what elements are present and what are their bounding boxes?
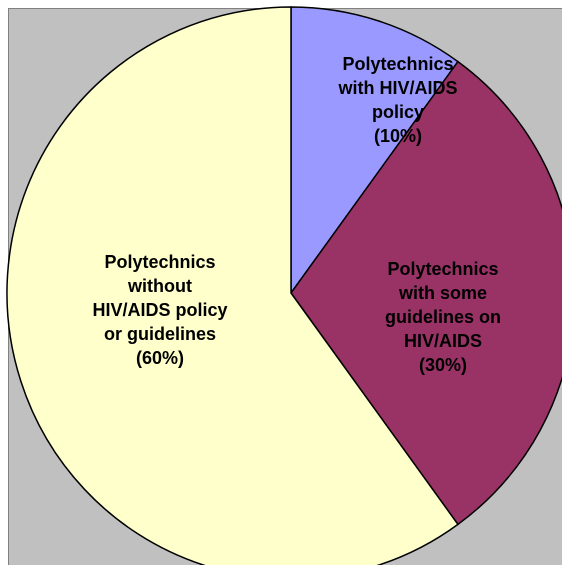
- category-name: Polytechnics with HIV/AIDS policy: [338, 54, 458, 122]
- category-name: Polytechnics with some guidelines on HIV…: [384, 259, 501, 351]
- slice-label: Polytechnics without HIV/AIDS policy or …: [90, 250, 230, 370]
- value-label: (30%): [418, 355, 467, 375]
- pie-slice: [6, 6, 459, 565]
- value-label: (60%): [135, 348, 184, 368]
- pie-slice: [290, 6, 459, 296]
- label-text: Polytechnics with HIV/AIDS policy (10%): [328, 52, 468, 148]
- slice-label: Polytechnics with HIV/AIDS policy (10%): [328, 52, 468, 148]
- category-name: Polytechnics without HIV/AIDS policy or …: [92, 252, 228, 344]
- pie-slice: [290, 60, 562, 526]
- label-text: Polytechnics without HIV/AIDS policy or …: [90, 250, 230, 370]
- slice-label: Polytechnics with some guidelines on HIV…: [368, 257, 518, 377]
- value-label: (10%): [373, 126, 422, 146]
- label-text: Polytechnics with some guidelines on HIV…: [368, 257, 518, 377]
